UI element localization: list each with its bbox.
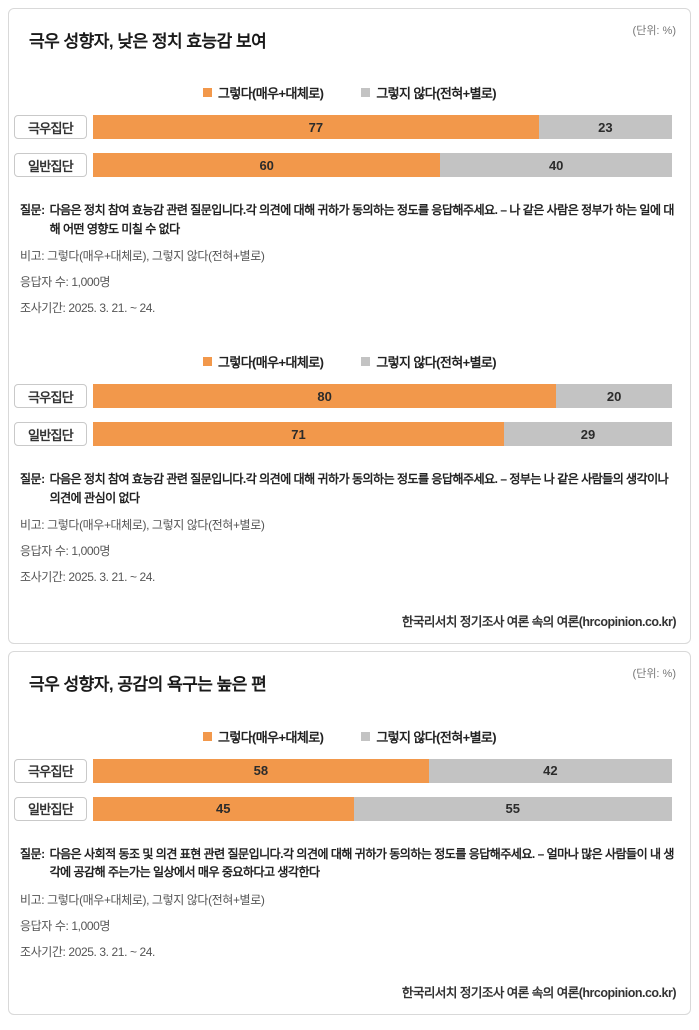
question-label: 질문:	[20, 472, 45, 487]
legend-label-yes: 그렇다(매우+대체로)	[217, 86, 324, 102]
question-text: 다음은 정치 참여 효능감 관련 질문입니다.각 의견에 대해 귀하가 동의하는…	[49, 203, 675, 236]
legend: 그렇다(매우+대체로) 그렇지 않다(전혀+별로)	[9, 352, 690, 371]
stacked-bar: 60 40	[93, 153, 672, 178]
no-swatch-icon	[361, 357, 371, 367]
bar-segment-no: 20	[556, 384, 672, 409]
question-text: 다음은 사회적 동조 및 의견 표현 관련 질문입니다.각 의견에 대해 귀하가…	[49, 846, 675, 880]
yes-swatch-icon	[202, 731, 212, 741]
category-label: 극우집단	[14, 115, 87, 140]
source-credit: 한국리서치 정기조사 여론 속의 여론(hrcopinion.co.kr)	[401, 985, 677, 1000]
bar-segment-no: 23	[538, 115, 672, 140]
bar-segment-no: 55	[353, 796, 672, 821]
period-line: 조사기간: 2025. 3. 21. ~ 24.	[20, 570, 155, 585]
panel-need-for-empathy: 극우 성향자, 공감의 욕구는 높은 편 (단위: %) 그렇다(매우+대체로)…	[8, 651, 691, 1015]
bar-segment-yes: 71	[93, 422, 505, 447]
category-label: 극우집단	[14, 384, 87, 409]
stacked-bar: 58 42	[93, 758, 672, 783]
panel-political-efficacy: 극우 성향자, 낮은 정치 효능감 보여 (단위: %) 그렇다(매우+대체로)…	[8, 8, 691, 645]
stacked-bar-chart-1: 극우집단 77 23 일반집단 60 40	[14, 115, 672, 178]
yes-swatch-icon	[202, 357, 212, 367]
legend-label-no: 그렇지 않다(전혀+별로)	[376, 729, 497, 745]
panel-title: 극우 성향자, 낮은 정치 효능감 보여	[29, 32, 267, 51]
bar-segment-yes: 80	[93, 384, 557, 409]
category-label: 극우집단	[14, 758, 87, 783]
period-line: 조사기간: 2025. 3. 21. ~ 24.	[20, 301, 155, 316]
legend-item-yes: 그렇다(매우+대체로)	[202, 352, 324, 371]
question-text: 다음은 정치 참여 효능감 관련 질문입니다.각 의견에 대해 귀하가 동의하는…	[49, 472, 669, 505]
stacked-bar: 45 55	[93, 796, 672, 821]
chart-row: 극우집단 77 23	[14, 115, 672, 140]
question-block: 질문: 다음은 사회적 동조 및 의견 표현 관련 질문입니다.각 의견에 대해…	[20, 845, 676, 960]
category-label: 일반집단	[14, 422, 87, 447]
bar-segment-yes: 45	[93, 796, 354, 821]
note-line: 비고: 그렇다(매우+대체로), 그렇지 않다(전혀+별로)	[20, 892, 265, 907]
legend-label-yes: 그렇다(매우+대체로)	[217, 729, 324, 745]
period-line: 조사기간: 2025. 3. 21. ~ 24.	[20, 944, 155, 959]
stacked-bar-chart-3: 극우집단 58 42 일반집단 45 55	[14, 758, 672, 821]
respondents-line: 응답자 수: 1,000명	[20, 918, 111, 933]
respondents-line: 응답자 수: 1,000명	[20, 544, 111, 559]
bar-segment-no: 42	[428, 758, 672, 783]
bar-segment-yes: 58	[93, 758, 429, 783]
question-label: 질문:	[20, 846, 45, 861]
legend: 그렇다(매우+대체로) 그렇지 않다(전혀+별로)	[9, 727, 690, 746]
chart-row: 극우집단 80 20	[14, 384, 672, 409]
unit-label: (단위: %)	[632, 668, 676, 681]
stacked-bar: 77 23	[93, 115, 672, 140]
legend-item-no: 그렇지 않다(전혀+별로)	[361, 352, 497, 371]
chart-row: 일반집단 71 29	[14, 422, 672, 447]
note-line: 비고: 그렇다(매우+대체로), 그렇지 않다(전혀+별로)	[20, 518, 265, 533]
category-label: 일반집단	[14, 153, 87, 178]
chart-row: 극우집단 58 42	[14, 758, 672, 783]
question-label: 질문:	[20, 203, 45, 218]
panel-title: 극우 성향자, 공감의 욕구는 높은 편	[29, 675, 267, 695]
legend-label-no: 그렇지 않다(전혀+별로)	[376, 355, 497, 371]
legend-item-yes: 그렇다(매우+대체로)	[202, 727, 324, 746]
question-line: 질문: 다음은 사회적 동조 및 의견 표현 관련 질문입니다.각 의견에 대해…	[20, 845, 676, 882]
legend-label-yes: 그렇다(매우+대체로)	[217, 355, 324, 371]
bar-segment-no: 29	[504, 422, 672, 447]
bar-segment-no: 40	[440, 153, 672, 178]
legend-item-no: 그렇지 않다(전혀+별로)	[361, 83, 497, 102]
bar-segment-yes: 60	[93, 153, 441, 178]
question-line: 질문: 다음은 정치 참여 효능감 관련 질문입니다.각 의견에 대해 귀하가 …	[20, 201, 676, 238]
bar-segment-yes: 77	[93, 115, 539, 140]
respondents-line: 응답자 수: 1,000명	[20, 275, 111, 290]
source-credit: 한국리서치 정기조사 여론 속의 여론(hrcopinion.co.kr)	[401, 615, 677, 630]
stacked-bar-chart-2: 극우집단 80 20 일반집단 71 29	[14, 384, 672, 447]
question-block: 질문: 다음은 정치 참여 효능감 관련 질문입니다.각 의견에 대해 귀하가 …	[20, 201, 676, 316]
legend: 그렇다(매우+대체로) 그렇지 않다(전혀+별로)	[9, 83, 690, 102]
no-swatch-icon	[361, 731, 371, 741]
legend-item-yes: 그렇다(매우+대체로)	[202, 83, 324, 102]
stacked-bar: 80 20	[93, 384, 672, 409]
yes-swatch-icon	[202, 88, 212, 98]
chart-row: 일반집단 45 55	[14, 796, 672, 821]
note-line: 비고: 그렇다(매우+대체로), 그렇지 않다(전혀+별로)	[20, 249, 265, 264]
legend-label-no: 그렇지 않다(전혀+별로)	[376, 86, 497, 102]
no-swatch-icon	[361, 88, 371, 98]
question-block: 질문: 다음은 정치 참여 효능감 관련 질문입니다.각 의견에 대해 귀하가 …	[20, 470, 676, 585]
stacked-bar: 71 29	[93, 422, 672, 447]
legend-item-no: 그렇지 않다(전혀+별로)	[361, 727, 497, 746]
category-label: 일반집단	[14, 796, 87, 821]
chart-row: 일반집단 60 40	[14, 153, 672, 178]
unit-label: (단위: %)	[632, 25, 676, 37]
question-line: 질문: 다음은 정치 참여 효능감 관련 질문입니다.각 의견에 대해 귀하가 …	[20, 470, 676, 507]
